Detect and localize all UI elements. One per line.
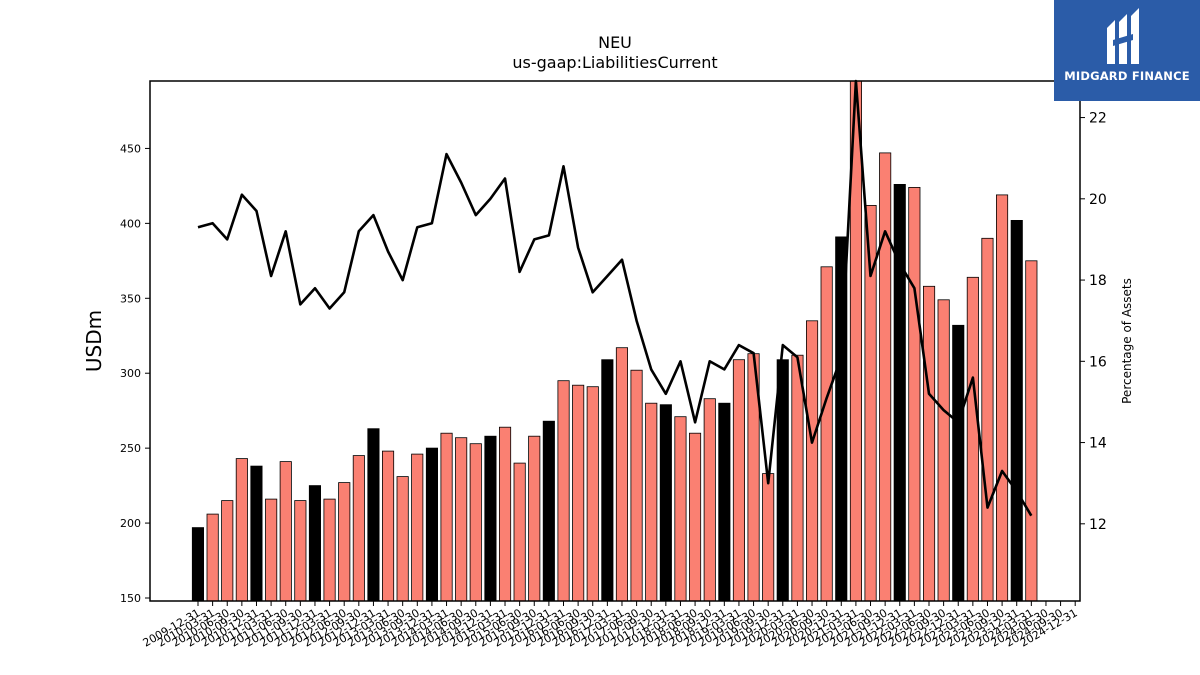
y2-tick-label: 12 — [1089, 517, 1107, 533]
bar-2016-03-31 — [557, 380, 570, 602]
bar-2018-06-30 — [689, 432, 702, 602]
bar-2023-03-31 — [966, 276, 979, 602]
y-axis-label: USDm — [82, 310, 106, 372]
y-tick-label: 200 — [120, 517, 141, 530]
bar-2013-12-31 — [425, 447, 438, 602]
line-series — [197, 79, 1033, 517]
y-tick-label: 150 — [120, 592, 141, 605]
bar-2014-12-31 — [484, 435, 497, 602]
bar-2022-12-31 — [952, 324, 965, 602]
bar-2014-06-30 — [455, 437, 468, 602]
bar-2015-12-31 — [542, 420, 555, 602]
bar-2016-12-31 — [601, 359, 614, 602]
bar-2019-09-30 — [762, 473, 775, 602]
bar-2020-06-30 — [806, 320, 819, 602]
y2-tick-label: 14 — [1089, 436, 1107, 452]
bar-2013-03-31 — [381, 450, 395, 602]
bar-2014-09-30 — [469, 443, 482, 602]
y-tick-label: 250 — [120, 442, 141, 455]
bar-2018-09-30 — [703, 398, 716, 602]
y2-tick-label: 22 — [1089, 111, 1107, 127]
bar-2015-03-31 — [498, 426, 512, 602]
logo-text: MIDGARD FINANCE — [1064, 69, 1190, 83]
bar-2011-12-31 — [308, 485, 321, 602]
bar-2018-03-31 — [674, 416, 687, 602]
y2-tick-label: 18 — [1089, 273, 1107, 289]
bar-2019-12-31 — [776, 359, 789, 602]
bar-2010-03-31 — [206, 513, 219, 602]
bar-2009-12-31 — [191, 527, 205, 602]
bar-2015-09-30 — [528, 435, 541, 602]
bar-2011-09-30 — [294, 500, 307, 602]
bar-2017-09-30 — [645, 402, 658, 602]
bar-2013-06-30 — [396, 476, 409, 602]
left-axis: 150 200 250 300 350 400 450 — [120, 142, 150, 605]
bar-2016-09-30 — [586, 386, 599, 602]
logo: MIDGARD FINANCE — [1054, 0, 1200, 101]
bar-2017-03-31 — [615, 347, 628, 602]
bar-2012-12-31 — [367, 428, 380, 602]
bar-2012-06-30 — [338, 482, 351, 602]
bar-2014-03-31 — [440, 432, 453, 602]
y2-tick-label: 20 — [1089, 192, 1107, 208]
bar-2024-03-31 — [1025, 260, 1038, 602]
y-tick-label: 350 — [120, 292, 141, 305]
bar-2022-09-30 — [937, 299, 950, 602]
y-tick-label: 450 — [120, 142, 141, 155]
y-tick-label: 300 — [120, 367, 141, 380]
bar-2023-12-31 — [1010, 219, 1023, 602]
bar-2023-06-30 — [981, 237, 994, 602]
bar-2010-09-30 — [235, 458, 248, 602]
bar-2019-03-31 — [732, 359, 745, 602]
midgard-logo-icon — [1107, 8, 1139, 64]
bar-2012-03-31 — [323, 498, 336, 602]
bar-2012-09-30 — [352, 455, 365, 602]
bar-2021-09-30 — [879, 152, 892, 602]
bar-2010-06-30 — [221, 500, 234, 602]
percentage-line — [197, 79, 1033, 517]
bar-2010-12-31 — [250, 465, 263, 602]
x-axis: 2009-12-312010-03-312010-06-302010-09-30… — [141, 601, 1080, 650]
bar-2013-09-30 — [411, 453, 424, 602]
y2-tick-label: 16 — [1089, 354, 1107, 370]
bar-2021-12-31 — [893, 183, 906, 602]
bar-2023-09-30 — [996, 194, 1009, 602]
bar-2016-06-30 — [572, 384, 585, 602]
bar-2020-03-31 — [791, 354, 804, 602]
bar-2022-06-30 — [923, 285, 936, 602]
right-axis: 12 14 16 18 20 22 — [1080, 111, 1107, 533]
chart-title: NEU — [598, 33, 632, 52]
chart-subtitle: us-gaap:LiabilitiesCurrent — [512, 53, 717, 72]
bar-2011-06-30 — [279, 461, 292, 602]
bar-2011-03-31 — [265, 498, 278, 602]
y-tick-label: 400 — [120, 217, 141, 230]
y2-axis-label: Percentage of Assets — [1120, 278, 1134, 404]
bar-2017-06-30 — [630, 369, 643, 602]
bar-2015-06-30 — [513, 462, 526, 602]
bar-series — [191, 80, 1038, 602]
bar-2017-12-31 — [659, 404, 672, 602]
bar-2022-03-31 — [908, 186, 921, 602]
plot-frame — [149, 80, 1081, 602]
bar-2020-09-30 — [820, 266, 833, 602]
bar-2018-12-31 — [718, 402, 731, 602]
